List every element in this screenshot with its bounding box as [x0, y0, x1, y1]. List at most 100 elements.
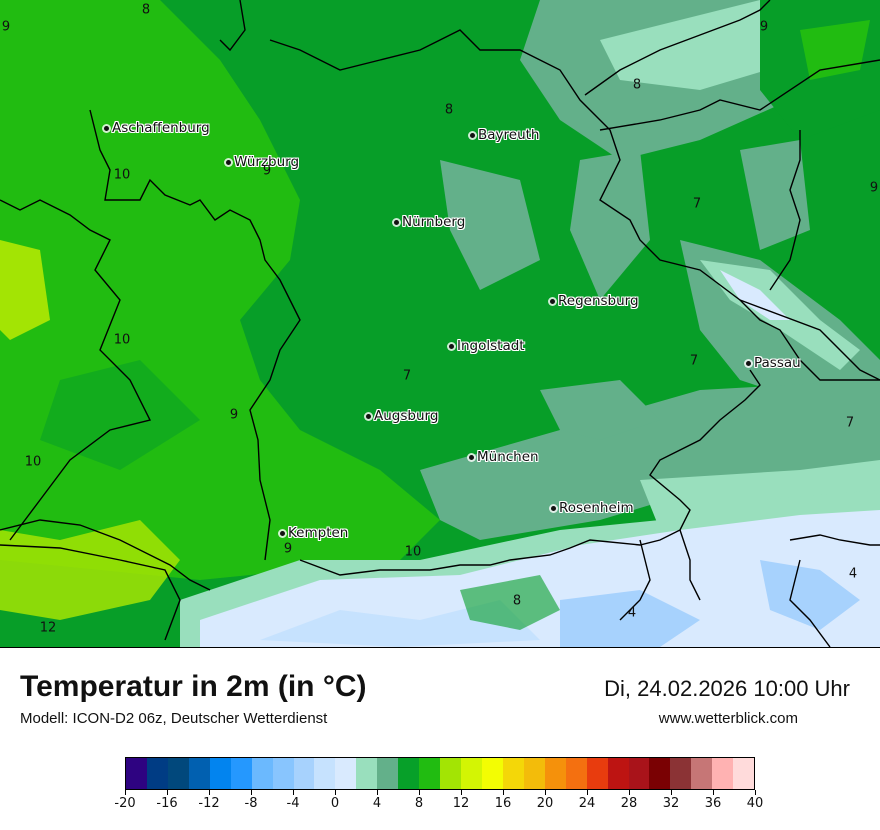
- temperature-field: [0, 0, 880, 647]
- legend-swatch: [167, 758, 189, 789]
- model-source: Modell: ICON-D2 06z, Deutscher Wetterdie…: [20, 710, 328, 727]
- city-name: München: [477, 449, 539, 465]
- city-dot-icon: [394, 219, 399, 225]
- value-label: 9: [759, 19, 769, 35]
- value-label: 10: [404, 544, 422, 560]
- value-label: 9: [229, 407, 239, 423]
- legend-tick-mark: [545, 790, 546, 795]
- value-label: 7: [845, 415, 855, 431]
- legend-swatch: [335, 758, 357, 789]
- legend-tick-label: 12: [452, 796, 470, 811]
- legend-swatch: [691, 758, 713, 789]
- valid-datetime: Di, 24.02.2026 10:00 Uhr: [604, 676, 850, 701]
- legend-tick-label: 4: [372, 796, 382, 811]
- city-dot-icon: [366, 413, 371, 419]
- city-name: Aschaffenburg: [112, 120, 210, 136]
- city-marker-ingolstadt: Ingolstadt: [449, 338, 525, 354]
- legend-tick-mark: [755, 790, 756, 795]
- legend-swatch: [649, 758, 671, 789]
- legend-tick-mark: [251, 790, 252, 795]
- city-dot-icon: [469, 454, 474, 460]
- legend-swatch: [356, 758, 378, 789]
- legend-swatch: [419, 758, 441, 789]
- temperature-map: Aschaffenburg Würzburg Bayreuth Nürnberg…: [0, 0, 880, 648]
- legend-tick-label: -8: [244, 796, 258, 811]
- legend-swatch: [398, 758, 420, 789]
- website-url: www.wetterblick.com: [658, 710, 798, 727]
- legend-tick-label: 8: [414, 796, 424, 811]
- legend-tick-mark: [293, 790, 294, 795]
- legend-tick-label: -12: [198, 796, 220, 811]
- value-label: 8: [141, 2, 151, 18]
- legend-tick-mark: [671, 790, 672, 795]
- city-marker-rosenheim: Rosenheim: [551, 500, 634, 516]
- legend-tick-mark: [587, 790, 588, 795]
- value-label: 10: [24, 454, 42, 470]
- legend-swatch: [126, 758, 147, 789]
- city-marker-augsburg: Augsburg: [366, 408, 438, 424]
- city-dot-icon: [550, 298, 555, 304]
- legend-swatch: [293, 758, 315, 789]
- legend-tick-label: 28: [620, 796, 638, 811]
- legend-tick-mark: [461, 790, 462, 795]
- legend-swatch: [230, 758, 252, 789]
- legend-tick-mark: [125, 790, 126, 795]
- value-label: 7: [692, 196, 702, 212]
- city-marker-kempten: Kempten: [280, 525, 348, 541]
- legend-tick-label: -20: [114, 796, 136, 811]
- city-marker-bayreuth: Bayreuth: [470, 127, 540, 143]
- legend-tick-mark: [377, 790, 378, 795]
- legend-tick-mark: [629, 790, 630, 795]
- value-label: 8: [512, 593, 522, 609]
- city-dot-icon: [551, 505, 556, 511]
- legend-swatch: [628, 758, 650, 789]
- value-label: 4: [627, 605, 637, 621]
- legend-swatch: [314, 758, 336, 789]
- legend-tick-label: 20: [536, 796, 554, 811]
- map-title: Temperatur in 2m (in °C): [20, 670, 367, 703]
- value-label: 10: [113, 332, 131, 348]
- legend-tick-label: 24: [578, 796, 596, 811]
- city-dot-icon: [104, 125, 109, 131]
- legend-swatch: [440, 758, 461, 789]
- city-marker-wuerzburg: Würzburg: [226, 154, 299, 170]
- value-label: 9: [262, 163, 272, 179]
- value-label: 9: [869, 180, 879, 196]
- city-marker-aschaffenburg: Aschaffenburg: [104, 120, 210, 136]
- city-name: Rosenheim: [559, 500, 634, 516]
- city-dot-icon: [470, 132, 475, 138]
- legend-swatch: [461, 758, 482, 789]
- city-dot-icon: [280, 530, 285, 536]
- legend-tick-label: -4: [286, 796, 300, 811]
- value-label: 7: [689, 353, 699, 369]
- legend-swatch: [481, 758, 503, 789]
- legend-swatch: [607, 758, 629, 789]
- legend-ticks: -20 -16 -12 -8 -4 0 4 8 12 16 20 24 28 32 36 40: [114, 790, 763, 820]
- city-marker-passau: Passau: [746, 355, 801, 371]
- value-label: 9: [283, 541, 293, 557]
- legend-swatch: [733, 758, 755, 789]
- legend-swatch: [565, 758, 587, 789]
- city-dot-icon: [746, 360, 751, 366]
- value-label: 9: [1, 19, 11, 35]
- legend-swatch: [712, 758, 734, 789]
- city-name: Ingolstadt: [457, 338, 525, 354]
- legend-swatch: [377, 758, 399, 789]
- city-name: Passau: [754, 355, 801, 371]
- legend-tick-mark: [335, 790, 336, 795]
- legend-tick-mark: [713, 790, 714, 795]
- legend-swatch: [272, 758, 294, 789]
- city-dot-icon: [226, 159, 231, 165]
- city-marker-muenchen: München: [469, 449, 539, 465]
- legend-tick-label: 36: [704, 796, 722, 811]
- legend-tick-mark: [419, 790, 420, 795]
- city-name: Augsburg: [374, 408, 439, 424]
- city-name: Würzburg: [234, 154, 300, 170]
- city-marker-regensburg: Regensburg: [550, 293, 639, 309]
- legend-swatch: [146, 758, 168, 789]
- legend-tick-label: -16: [156, 796, 178, 811]
- legend-tick-label: 16: [494, 796, 512, 811]
- value-label: 4: [848, 566, 858, 582]
- city-dot-icon: [449, 343, 454, 349]
- color-legend: [125, 757, 755, 790]
